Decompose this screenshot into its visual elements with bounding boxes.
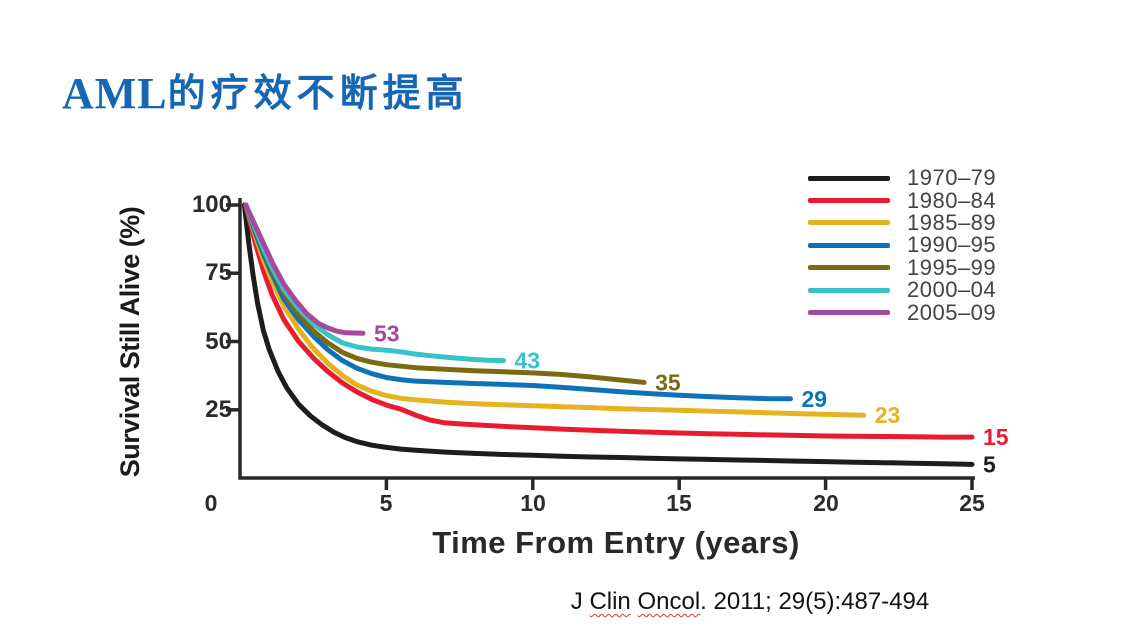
title-chinese: 的疗效不断提高	[167, 73, 469, 115]
legend-swatch	[808, 220, 890, 226]
legend-label: 2005–09	[907, 299, 997, 325]
legend-label: 2000–04	[907, 277, 997, 303]
legend-row: 1995–99	[808, 254, 997, 280]
legend-row: 2005–09	[808, 299, 997, 325]
legend-label: 1980–84	[907, 187, 997, 213]
legend-label: 1990–95	[907, 232, 997, 258]
curve-1970–79	[241, 202, 975, 467]
curve-2000–04	[243, 202, 506, 364]
x-tick-label-20: 20	[813, 490, 839, 516]
curve-end-label-5: 5	[983, 451, 996, 477]
title-latin: AML	[62, 69, 168, 118]
curve-end-label-53: 53	[374, 320, 400, 346]
curve-end-label-15: 15	[983, 424, 1009, 450]
curve-end-label-43: 43	[515, 348, 541, 374]
legend-label: 1985–89	[907, 209, 997, 235]
citation-suffix: . 2011; 29(5):487-494	[700, 588, 930, 615]
x-tick-marks	[384, 478, 974, 490]
y-tick-label-75: 75	[205, 259, 232, 286]
curve-end-label-29: 29	[802, 386, 828, 412]
citation-journal-word-2: Oncol	[637, 588, 701, 615]
legend-swatch	[808, 242, 890, 248]
legend-swatch	[808, 287, 890, 293]
x-axis-title: Time From Entry (years)	[432, 525, 800, 560]
citation-journal-word-1: Clin	[589, 588, 631, 615]
citation: J Clin Oncol. 2011; 29(5):487-494	[470, 588, 1030, 616]
legend-label: 1995–99	[907, 254, 997, 280]
legend-row: 2000–04	[808, 277, 997, 303]
curve-end-label-35: 35	[655, 369, 681, 395]
curves-group: 515 23 29 35 43 53	[241, 202, 1009, 477]
x-tick-label-25: 25	[959, 490, 985, 516]
axis-lines	[238, 198, 975, 480]
curve-1990–95	[243, 202, 793, 402]
curve-1980–84	[243, 202, 975, 440]
x-tick-label-5: 5	[379, 490, 393, 516]
legend-row: 1980–84	[808, 187, 997, 213]
curve-1985–89	[243, 202, 867, 418]
x-tick-label-15: 15	[666, 490, 692, 516]
legend-swatch	[808, 265, 890, 271]
y-tick-label-25: 25	[205, 396, 232, 423]
y-axis-label: Survival Still Alive (%)	[115, 206, 145, 478]
y-tick-label-100: 100	[191, 191, 232, 218]
legend-label: 1970–79	[907, 165, 997, 191]
curve-end-label-23: 23	[875, 402, 901, 428]
legend-swatch	[808, 310, 890, 316]
legend-row: 1985–89	[808, 209, 997, 235]
curve-2005–09	[243, 202, 366, 336]
legend-row: 1990–95	[808, 232, 997, 258]
x-tick-label-10: 10	[520, 490, 546, 516]
legend-row: 1970–79	[808, 165, 997, 191]
citation-prefix: J	[570, 588, 590, 615]
survival-chart: 5 15 23 29 35 43 53 Survival Still Alive (%) 1…	[0, 140, 1139, 580]
y-tick-marks	[226, 203, 240, 412]
legend-swatch	[808, 175, 890, 181]
x-tick-label-0: 0	[204, 490, 218, 516]
legend: 1970–79 1980–84 1985–89 1990–95 1995–99 …	[808, 165, 997, 325]
page-title: AML的疗效不断提高	[62, 64, 469, 119]
y-tick-label-50: 50	[205, 328, 232, 355]
legend-swatch	[808, 198, 890, 204]
